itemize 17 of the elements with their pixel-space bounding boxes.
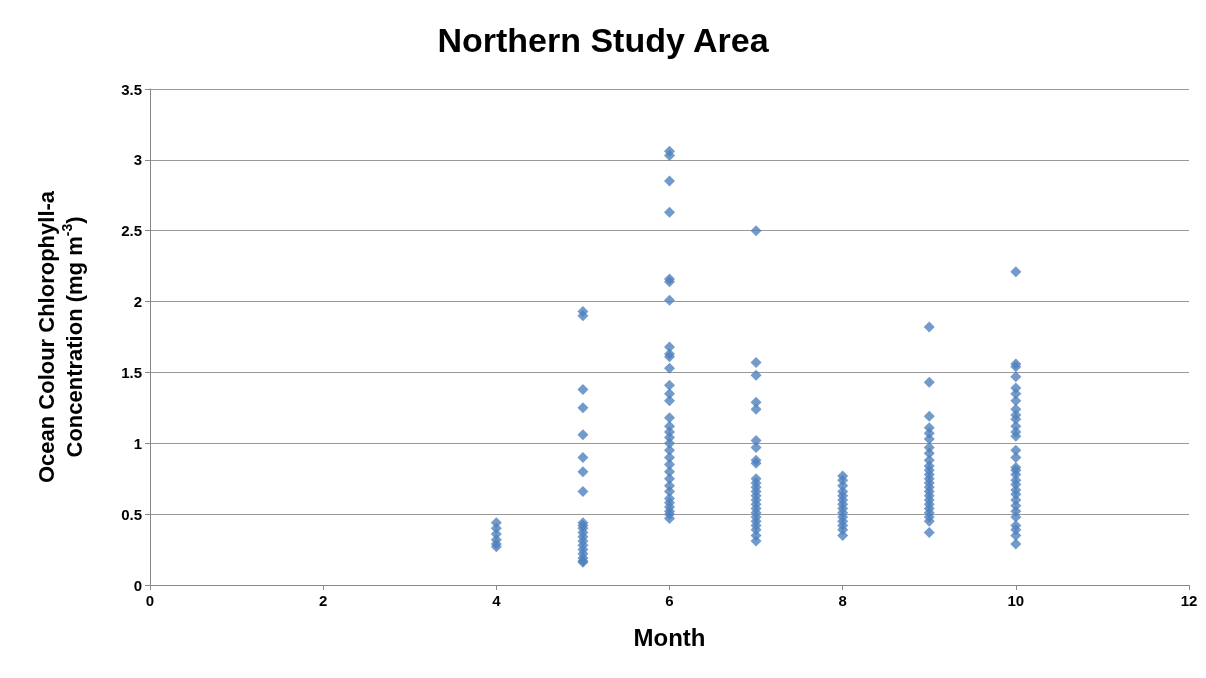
y-tick-label: 1.5 — [121, 363, 142, 381]
y-tick-label: 2 — [133, 293, 142, 311]
x-tick-label: 10 — [1007, 592, 1025, 609]
x-tick-label: 2 — [318, 592, 328, 609]
chart-title: Northern Study Area — [437, 21, 770, 59]
x-axis-title: Month — [633, 623, 706, 651]
x-tick-label: 6 — [665, 592, 674, 609]
x-tick-label: 12 — [1180, 592, 1198, 609]
y-tick-label: 1 — [133, 434, 142, 452]
y-tick-label: 3.5 — [121, 80, 142, 98]
x-tick-label: 0 — [145, 592, 155, 609]
y-tick-label: 2.5 — [121, 222, 142, 240]
x-tick-label: 8 — [838, 592, 847, 609]
y-tick-label: 0 — [133, 576, 142, 594]
x-tick-label: 4 — [492, 592, 502, 609]
y-tick-label: 0.5 — [121, 505, 142, 523]
y-tick-label: 3 — [133, 151, 142, 169]
